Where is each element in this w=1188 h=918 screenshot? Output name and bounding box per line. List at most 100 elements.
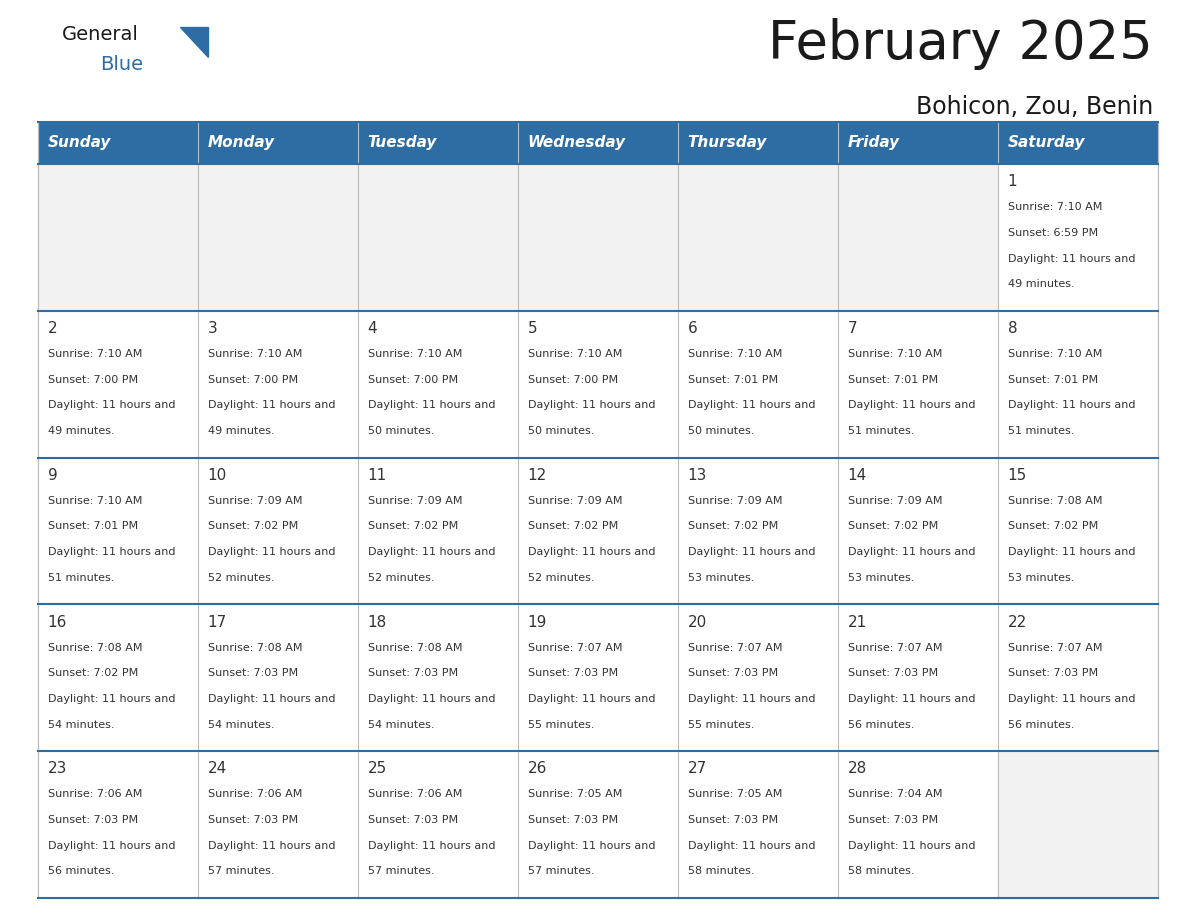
Text: 3: 3 (208, 321, 217, 336)
Text: General: General (62, 25, 139, 44)
Text: Sunset: 7:03 PM: Sunset: 7:03 PM (847, 815, 937, 825)
Bar (358, 604, 518, 751)
Bar (358, 164, 518, 311)
Text: Monday: Monday (208, 136, 274, 151)
Bar (518, 604, 678, 751)
Text: Sunset: 7:03 PM: Sunset: 7:03 PM (527, 815, 618, 825)
Text: Sunday: Sunday (48, 136, 110, 151)
Text: 50 minutes.: 50 minutes. (688, 426, 754, 436)
Text: 55 minutes.: 55 minutes. (527, 720, 594, 730)
Bar (358, 457, 518, 604)
Text: Sunset: 7:03 PM: Sunset: 7:03 PM (367, 815, 457, 825)
Text: Thursday: Thursday (688, 136, 767, 151)
Text: 5: 5 (527, 321, 537, 336)
Text: 57 minutes.: 57 minutes. (367, 867, 434, 877)
Text: Sunset: 7:03 PM: Sunset: 7:03 PM (688, 668, 778, 678)
Text: Daylight: 11 hours and: Daylight: 11 hours and (48, 547, 175, 557)
Bar (518, 122, 678, 164)
Bar (38, 751, 198, 898)
Text: Daylight: 11 hours and: Daylight: 11 hours and (367, 694, 495, 704)
Bar (838, 751, 998, 898)
Text: Sunrise: 7:07 AM: Sunrise: 7:07 AM (527, 643, 623, 653)
Text: Bohicon, Zou, Benin: Bohicon, Zou, Benin (916, 95, 1154, 119)
Text: Sunrise: 7:08 AM: Sunrise: 7:08 AM (208, 643, 302, 653)
Text: 19: 19 (527, 615, 546, 630)
Text: 54 minutes.: 54 minutes. (48, 720, 114, 730)
Bar (998, 122, 1158, 164)
Text: Blue: Blue (100, 55, 143, 74)
Text: Sunset: 7:02 PM: Sunset: 7:02 PM (847, 521, 937, 532)
Text: Daylight: 11 hours and: Daylight: 11 hours and (208, 841, 335, 851)
Bar (838, 164, 998, 311)
Text: 57 minutes.: 57 minutes. (527, 867, 594, 877)
Text: 52 minutes.: 52 minutes. (367, 573, 434, 583)
Bar (518, 457, 678, 604)
Bar (358, 311, 518, 457)
Text: Sunrise: 7:10 AM: Sunrise: 7:10 AM (1007, 202, 1102, 212)
Text: 10: 10 (208, 468, 227, 483)
Text: Sunrise: 7:09 AM: Sunrise: 7:09 AM (527, 496, 623, 506)
Text: Sunset: 7:00 PM: Sunset: 7:00 PM (367, 375, 457, 385)
Text: Daylight: 11 hours and: Daylight: 11 hours and (527, 841, 655, 851)
Bar (678, 311, 838, 457)
Text: Sunset: 7:03 PM: Sunset: 7:03 PM (527, 668, 618, 678)
Bar (518, 164, 678, 311)
Bar (518, 311, 678, 457)
Text: Sunset: 7:03 PM: Sunset: 7:03 PM (208, 668, 298, 678)
Bar (998, 457, 1158, 604)
Bar (678, 457, 838, 604)
Text: 28: 28 (847, 761, 867, 777)
Text: 49 minutes.: 49 minutes. (48, 426, 114, 436)
Text: Sunrise: 7:07 AM: Sunrise: 7:07 AM (1007, 643, 1102, 653)
Bar (38, 311, 198, 457)
Text: 6: 6 (688, 321, 697, 336)
Text: Daylight: 11 hours and: Daylight: 11 hours and (527, 694, 655, 704)
Text: Sunset: 7:00 PM: Sunset: 7:00 PM (527, 375, 618, 385)
Text: 4: 4 (367, 321, 378, 336)
Bar (38, 457, 198, 604)
Bar (38, 122, 198, 164)
Text: Daylight: 11 hours and: Daylight: 11 hours and (48, 841, 175, 851)
Bar (198, 164, 358, 311)
Text: Sunset: 7:02 PM: Sunset: 7:02 PM (688, 521, 778, 532)
Text: 52 minutes.: 52 minutes. (527, 573, 594, 583)
Text: Saturday: Saturday (1007, 136, 1085, 151)
Text: Daylight: 11 hours and: Daylight: 11 hours and (208, 400, 335, 410)
Bar (38, 604, 198, 751)
Text: Wednesday: Wednesday (527, 136, 626, 151)
Text: Sunset: 7:01 PM: Sunset: 7:01 PM (688, 375, 778, 385)
Text: Tuesday: Tuesday (367, 136, 437, 151)
Text: 16: 16 (48, 615, 67, 630)
Bar (518, 751, 678, 898)
Text: Sunrise: 7:08 AM: Sunrise: 7:08 AM (367, 643, 462, 653)
Text: Daylight: 11 hours and: Daylight: 11 hours and (1007, 547, 1135, 557)
Text: 26: 26 (527, 761, 546, 777)
Text: 9: 9 (48, 468, 57, 483)
Text: 50 minutes.: 50 minutes. (527, 426, 594, 436)
Text: Sunrise: 7:10 AM: Sunrise: 7:10 AM (208, 349, 302, 359)
Text: 52 minutes.: 52 minutes. (208, 573, 274, 583)
Text: Daylight: 11 hours and: Daylight: 11 hours and (847, 547, 975, 557)
Text: Daylight: 11 hours and: Daylight: 11 hours and (688, 841, 815, 851)
Bar (198, 751, 358, 898)
Text: Sunset: 7:02 PM: Sunset: 7:02 PM (1007, 521, 1098, 532)
Text: Sunrise: 7:06 AM: Sunrise: 7:06 AM (48, 789, 143, 800)
Text: Daylight: 11 hours and: Daylight: 11 hours and (688, 547, 815, 557)
Text: Sunrise: 7:07 AM: Sunrise: 7:07 AM (847, 643, 942, 653)
Text: 50 minutes.: 50 minutes. (367, 426, 434, 436)
Text: Sunrise: 7:04 AM: Sunrise: 7:04 AM (847, 789, 942, 800)
Text: 57 minutes.: 57 minutes. (208, 867, 274, 877)
Text: 15: 15 (1007, 468, 1026, 483)
Text: 51 minutes.: 51 minutes. (1007, 426, 1074, 436)
Text: Sunrise: 7:07 AM: Sunrise: 7:07 AM (688, 643, 782, 653)
Text: 12: 12 (527, 468, 546, 483)
Text: Sunset: 6:59 PM: Sunset: 6:59 PM (1007, 228, 1098, 238)
Text: Daylight: 11 hours and: Daylight: 11 hours and (48, 694, 175, 704)
Text: February 2025: February 2025 (769, 18, 1154, 70)
Bar (358, 751, 518, 898)
Text: Sunset: 7:03 PM: Sunset: 7:03 PM (1007, 668, 1098, 678)
Text: Daylight: 11 hours and: Daylight: 11 hours and (847, 841, 975, 851)
Bar (198, 122, 358, 164)
Text: Daylight: 11 hours and: Daylight: 11 hours and (688, 400, 815, 410)
Text: Daylight: 11 hours and: Daylight: 11 hours and (688, 694, 815, 704)
